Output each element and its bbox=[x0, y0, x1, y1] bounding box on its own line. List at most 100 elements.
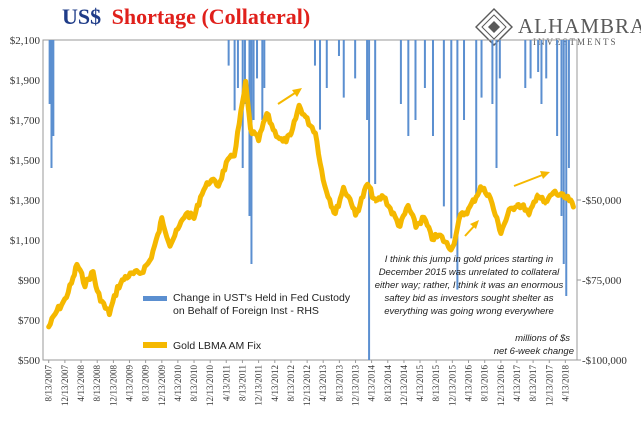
x-tick-label: 4/13/2014 bbox=[367, 365, 377, 402]
gold-point bbox=[382, 194, 386, 198]
y-left-tick-label: $1,500 bbox=[10, 155, 41, 167]
custody-series bbox=[48, 40, 570, 360]
gold-point bbox=[131, 272, 135, 276]
y-right-tick-label: -$50,000 bbox=[582, 195, 622, 207]
custody-bar bbox=[450, 40, 453, 239]
x-tick-label: 4/13/2009 bbox=[124, 365, 134, 402]
custody-bar bbox=[495, 40, 498, 168]
annotation-line-1: I think this jump in gold prices startin… bbox=[385, 254, 553, 265]
x-tick-label: 8/13/2015 bbox=[431, 365, 441, 402]
gold-point bbox=[543, 202, 547, 206]
x-tick-label: 4/13/2008 bbox=[76, 365, 86, 402]
x-tick-label: 12/13/2012 bbox=[302, 365, 312, 406]
gold-point bbox=[148, 259, 152, 263]
x-tick-label: 8/13/2017 bbox=[528, 365, 538, 402]
gold-point bbox=[329, 202, 333, 206]
x-tick-label: 4/13/2015 bbox=[415, 365, 425, 402]
x-tick-label: 4/13/2011 bbox=[221, 365, 231, 401]
y-left-tick-label: $1,700 bbox=[10, 115, 41, 127]
gold-point bbox=[75, 262, 79, 266]
x-tick-label: 12/13/2007 bbox=[60, 365, 70, 407]
gold-line bbox=[46, 78, 576, 330]
gold-point bbox=[208, 178, 212, 182]
gold-point bbox=[341, 186, 345, 190]
annotation-line-2: December 2015 was unrelated to collatera… bbox=[379, 267, 560, 278]
x-tick-label: 8/13/2016 bbox=[480, 365, 490, 402]
gold-point bbox=[430, 236, 434, 240]
custody-bar bbox=[233, 40, 236, 111]
custody-bar bbox=[52, 40, 55, 136]
custody-bar bbox=[261, 40, 264, 120]
custody-bar bbox=[263, 40, 266, 88]
logo-name: ALHAMBRA bbox=[518, 14, 641, 38]
gold-point bbox=[240, 102, 244, 106]
custody-bar bbox=[50, 40, 53, 168]
custody-bar bbox=[354, 40, 357, 79]
custody-bar bbox=[442, 40, 445, 207]
gold-point bbox=[406, 204, 410, 208]
gold-point bbox=[313, 130, 317, 134]
custody-bar bbox=[529, 40, 532, 79]
gold-point bbox=[527, 214, 531, 218]
gold-point bbox=[216, 183, 220, 187]
y-axis-right: -$50,000 -$75,000 -$100,000 bbox=[577, 195, 627, 367]
gold-point bbox=[192, 216, 196, 220]
custody-bar bbox=[423, 40, 426, 88]
gold-point bbox=[244, 82, 248, 86]
custody-bar bbox=[480, 40, 483, 98]
gold-point bbox=[374, 200, 378, 204]
gold-point bbox=[487, 192, 491, 196]
custody-bar bbox=[414, 40, 417, 120]
custody-bar bbox=[537, 40, 540, 72]
x-tick-label: 12/13/2013 bbox=[351, 365, 361, 407]
gold-point bbox=[63, 298, 67, 302]
y-axis-left: $2,100 $1,900 $1,700 $1,500 $1,300 $1,100 $900… bbox=[10, 35, 41, 367]
gold-point bbox=[354, 214, 358, 218]
custody-bar bbox=[243, 40, 246, 104]
gold-point bbox=[333, 212, 337, 216]
x-tick-label: 12/13/2014 bbox=[399, 365, 409, 407]
legend: Change in UST's Held in Fed Custody on B… bbox=[143, 292, 351, 352]
gold-point bbox=[571, 205, 575, 209]
custody-bar bbox=[475, 40, 478, 200]
gold-point bbox=[515, 202, 519, 206]
x-tick-label: 8/13/2007 bbox=[44, 365, 54, 402]
x-axis: 8/13/2007 12/13/2007 4/13/2008 8/13/2008 12/… bbox=[44, 360, 570, 407]
y-left-tick-label: $1,900 bbox=[10, 75, 41, 87]
custody-bar bbox=[227, 40, 230, 66]
gold-series bbox=[46, 78, 576, 330]
x-tick-label: 12/13/2008 bbox=[108, 365, 118, 407]
gold-point bbox=[95, 290, 99, 294]
x-tick-label: 12/13/2011 bbox=[254, 365, 264, 406]
annotation: I think this jump in gold prices startin… bbox=[375, 254, 564, 317]
gold-point bbox=[479, 186, 483, 190]
annotation-line-3: either way; rather, I think it was an en… bbox=[375, 280, 564, 291]
gold-point bbox=[232, 152, 236, 156]
custody-bar bbox=[48, 40, 51, 104]
y-right-tick-label: -$100,000 bbox=[582, 355, 627, 367]
gold-point bbox=[103, 306, 107, 310]
gold-point bbox=[535, 192, 539, 196]
x-tick-label: 8/13/2014 bbox=[383, 365, 393, 402]
gold-point bbox=[414, 224, 418, 228]
gold-point bbox=[507, 210, 511, 214]
y-left-tick-label: $1,100 bbox=[10, 235, 41, 247]
gold-point bbox=[47, 325, 51, 329]
x-tick-label: 8/13/2008 bbox=[92, 365, 102, 402]
custody-bar bbox=[366, 40, 369, 120]
gold-point bbox=[273, 130, 277, 134]
custody-bar bbox=[368, 40, 371, 360]
custody-bar bbox=[325, 40, 328, 88]
custody-bar bbox=[545, 40, 548, 79]
x-tick-label: 12/13/2009 bbox=[157, 365, 167, 407]
legend-item-gold: Gold LBMA AM Fix bbox=[143, 340, 262, 352]
custody-bar bbox=[407, 40, 410, 136]
gold-point bbox=[160, 217, 164, 221]
gold-point bbox=[350, 200, 354, 204]
gold-point bbox=[156, 234, 160, 238]
gold-point bbox=[297, 104, 301, 108]
custody-bar bbox=[498, 40, 501, 79]
x-tick-label: 8/13/2009 bbox=[141, 365, 151, 402]
gold-point bbox=[140, 270, 144, 274]
